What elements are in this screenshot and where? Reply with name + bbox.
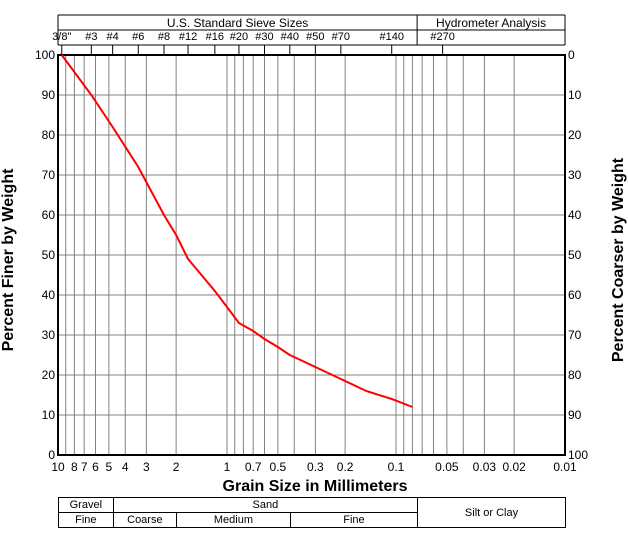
y-left-tick: 100 bbox=[35, 48, 55, 62]
y-left-tick: 90 bbox=[42, 88, 55, 102]
x-tick: 0.05 bbox=[435, 460, 458, 474]
x-tick: 8 bbox=[71, 460, 78, 474]
y-left-tick: 70 bbox=[42, 168, 55, 182]
y-left-tick: 50 bbox=[42, 248, 55, 262]
y-right-tick: 60 bbox=[568, 288, 581, 302]
soil-classification-table: GravelSandSilt or ClayFineCoarseMediumFi… bbox=[58, 497, 566, 528]
sieve-label: #8 bbox=[158, 31, 170, 43]
sieve-label: #12 bbox=[179, 31, 197, 43]
sieve-label: #16 bbox=[206, 31, 224, 43]
x-tick: 10 bbox=[51, 460, 64, 474]
x-tick: 0.1 bbox=[388, 460, 405, 474]
x-tick: 0.2 bbox=[337, 460, 354, 474]
class-silt-clay: Silt or Clay bbox=[418, 498, 566, 528]
grain-size-chart-page: { "chart": { "type": "line-logx", "plot_… bbox=[0, 0, 628, 533]
y-left-tick: 80 bbox=[42, 128, 55, 142]
x-tick: 6 bbox=[92, 460, 99, 474]
x-tick: 0.3 bbox=[307, 460, 324, 474]
sieve-label: #270 bbox=[430, 31, 454, 43]
y-right-tick: 40 bbox=[568, 208, 581, 222]
x-tick: 0.5 bbox=[270, 460, 287, 474]
sieve-label: 3/8" bbox=[52, 31, 71, 43]
class-sand: Sand bbox=[113, 498, 417, 513]
sieve-label: #40 bbox=[281, 31, 299, 43]
x-tick: 0.01 bbox=[553, 460, 576, 474]
y-right-tick: 0 bbox=[568, 48, 575, 62]
sieve-label: #4 bbox=[107, 31, 119, 43]
x-tick: 0.02 bbox=[502, 460, 525, 474]
class-sub: Coarse bbox=[113, 513, 176, 528]
y-left-tick: 60 bbox=[42, 208, 55, 222]
y-right-tick: 80 bbox=[568, 368, 581, 382]
class-sub: Fine bbox=[59, 513, 114, 528]
y-left-tick: 40 bbox=[42, 288, 55, 302]
sieve-label: #30 bbox=[255, 31, 273, 43]
x-tick: 2 bbox=[173, 460, 180, 474]
y-left-tick: 30 bbox=[42, 328, 55, 342]
sieve-label: #140 bbox=[379, 31, 403, 43]
sieve-section-title: U.S. Standard Sieve Sizes bbox=[167, 16, 308, 30]
y-right-tick: 10 bbox=[568, 88, 581, 102]
y-right-tick: 90 bbox=[568, 408, 581, 422]
x-tick: 0.03 bbox=[473, 460, 496, 474]
sieve-label: #50 bbox=[306, 31, 324, 43]
class-sub: Medium bbox=[177, 513, 291, 528]
x-tick: 0.7 bbox=[245, 460, 262, 474]
class-sub: Fine bbox=[290, 513, 417, 528]
y-right-tick: 70 bbox=[568, 328, 581, 342]
plot-svg bbox=[0, 0, 628, 533]
x-tick: 1 bbox=[224, 460, 231, 474]
y-right-tick: 30 bbox=[568, 168, 581, 182]
y-left-tick: 20 bbox=[42, 368, 55, 382]
y-right-tick: 50 bbox=[568, 248, 581, 262]
x-tick: 5 bbox=[106, 460, 113, 474]
x-tick: 4 bbox=[122, 460, 129, 474]
class-gravel: Gravel bbox=[59, 498, 114, 513]
sieve-label: #3 bbox=[85, 31, 97, 43]
sieve-label: #70 bbox=[332, 31, 350, 43]
hydrometer-section-title: Hydrometer Analysis bbox=[436, 16, 546, 30]
sieve-label: #6 bbox=[132, 31, 144, 43]
y-left-tick: 10 bbox=[42, 408, 55, 422]
x-tick: 3 bbox=[143, 460, 150, 474]
y-right-tick: 20 bbox=[568, 128, 581, 142]
sieve-label: #20 bbox=[230, 31, 248, 43]
x-tick: 7 bbox=[81, 460, 88, 474]
